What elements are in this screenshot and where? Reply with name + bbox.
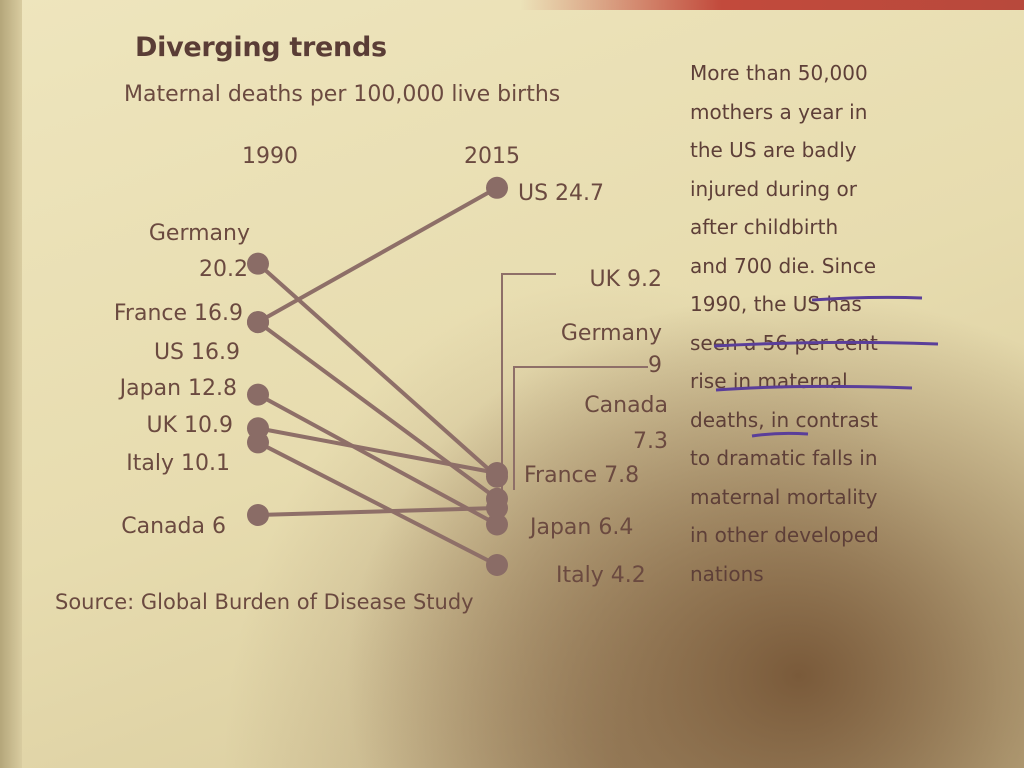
- label-japan-2015: Japan 6.4: [528, 515, 633, 540]
- label-italy-1990: Italy 10.1: [126, 451, 230, 476]
- sidebar-line: maternal mortality: [690, 484, 878, 509]
- chart-subtitle: Maternal deaths per 100,000 live births: [124, 82, 561, 107]
- sidebar-line: nations: [690, 561, 764, 586]
- sidebar-line: and 700 die. Since: [690, 253, 877, 278]
- label-canada-2015: Canada: [584, 393, 668, 418]
- label-canada-2015: 7.3: [633, 429, 668, 454]
- year-label-1990: 1990: [242, 144, 298, 169]
- point-france-1990: [247, 311, 269, 334]
- sidebar-line: to dramatic falls in: [690, 446, 878, 470]
- slope-line-france: [256, 320, 499, 501]
- label-germany-1990: Germany: [149, 221, 250, 246]
- sidebar-line: the US are badly: [690, 138, 857, 162]
- data-labels: US 16.9 US 24.7 Germany 20.2 Germany 9 France …: [114, 181, 668, 588]
- point-japan-2015: [486, 513, 508, 536]
- red-top-strip: [520, 0, 1024, 10]
- label-germany-2015: Germany: [561, 321, 662, 346]
- sidebar-line: after childbirth: [690, 215, 839, 239]
- label-italy-2015: Italy 4.2: [556, 563, 646, 588]
- sidebar-line: seen a 56 per cent: [690, 330, 878, 355]
- label-uk-2015: UK 9.2: [589, 267, 662, 292]
- label-leaders: [501, 273, 648, 500]
- label-us-2015: US 24.7: [518, 181, 604, 206]
- slope-line-uk: [256, 426, 499, 475]
- sidebar-line: mothers a year in: [690, 99, 868, 124]
- point-canada-1990: [247, 504, 269, 526]
- label-japan-1990: Japan 12.8: [118, 376, 237, 401]
- label-germany-2015: 9: [648, 353, 662, 378]
- slope-line-us: [256, 185, 499, 325]
- sidebar-line: rise in maternal: [690, 369, 848, 393]
- chart-source: Source: Global Burden of Disease Study: [55, 590, 474, 614]
- sidebar-line: 1990, the US has: [690, 292, 862, 316]
- sidebar-line: in other developed: [690, 523, 879, 547]
- sidebar-line: injured during or: [690, 176, 857, 201]
- slope-line-japan: [256, 392, 499, 527]
- slope-line-italy: [256, 440, 499, 567]
- point-italy-2015: [486, 554, 508, 576]
- label-france-2015: France 7.8: [524, 463, 639, 488]
- slope-line-canada: [256, 505, 499, 517]
- sidebar-line: deaths, in contrast: [690, 407, 878, 432]
- point-japan-1990: [247, 383, 269, 406]
- point-us-2015: [486, 176, 508, 199]
- label-canada-1990: Canada 6: [121, 514, 226, 539]
- slope-line-germany: [256, 261, 499, 479]
- sidebar-line: More than 50,000: [690, 61, 868, 85]
- point-italy-1990: [247, 431, 269, 454]
- point-germany-1990: [247, 252, 269, 275]
- page-edge: [0, 0, 22, 768]
- label-us-1990: US 16.9: [154, 340, 240, 365]
- label-germany-1990: 20.2: [199, 257, 248, 282]
- label-france-1990: France 16.9: [114, 301, 243, 326]
- point-canada-2015: [486, 496, 508, 519]
- point-uk-2015: [486, 462, 508, 484]
- leader-germany: [513, 366, 648, 490]
- data-points: [247, 176, 508, 576]
- slope-lines: [256, 185, 499, 567]
- year-label-2015: 2015: [464, 144, 520, 169]
- sidebar-paragraph: More than 50,000 mothers a year in the U…: [690, 54, 1000, 593]
- chart-title: Diverging trends: [135, 32, 387, 63]
- leader-uk: [501, 273, 556, 500]
- label-uk-1990: UK 10.9: [146, 413, 233, 438]
